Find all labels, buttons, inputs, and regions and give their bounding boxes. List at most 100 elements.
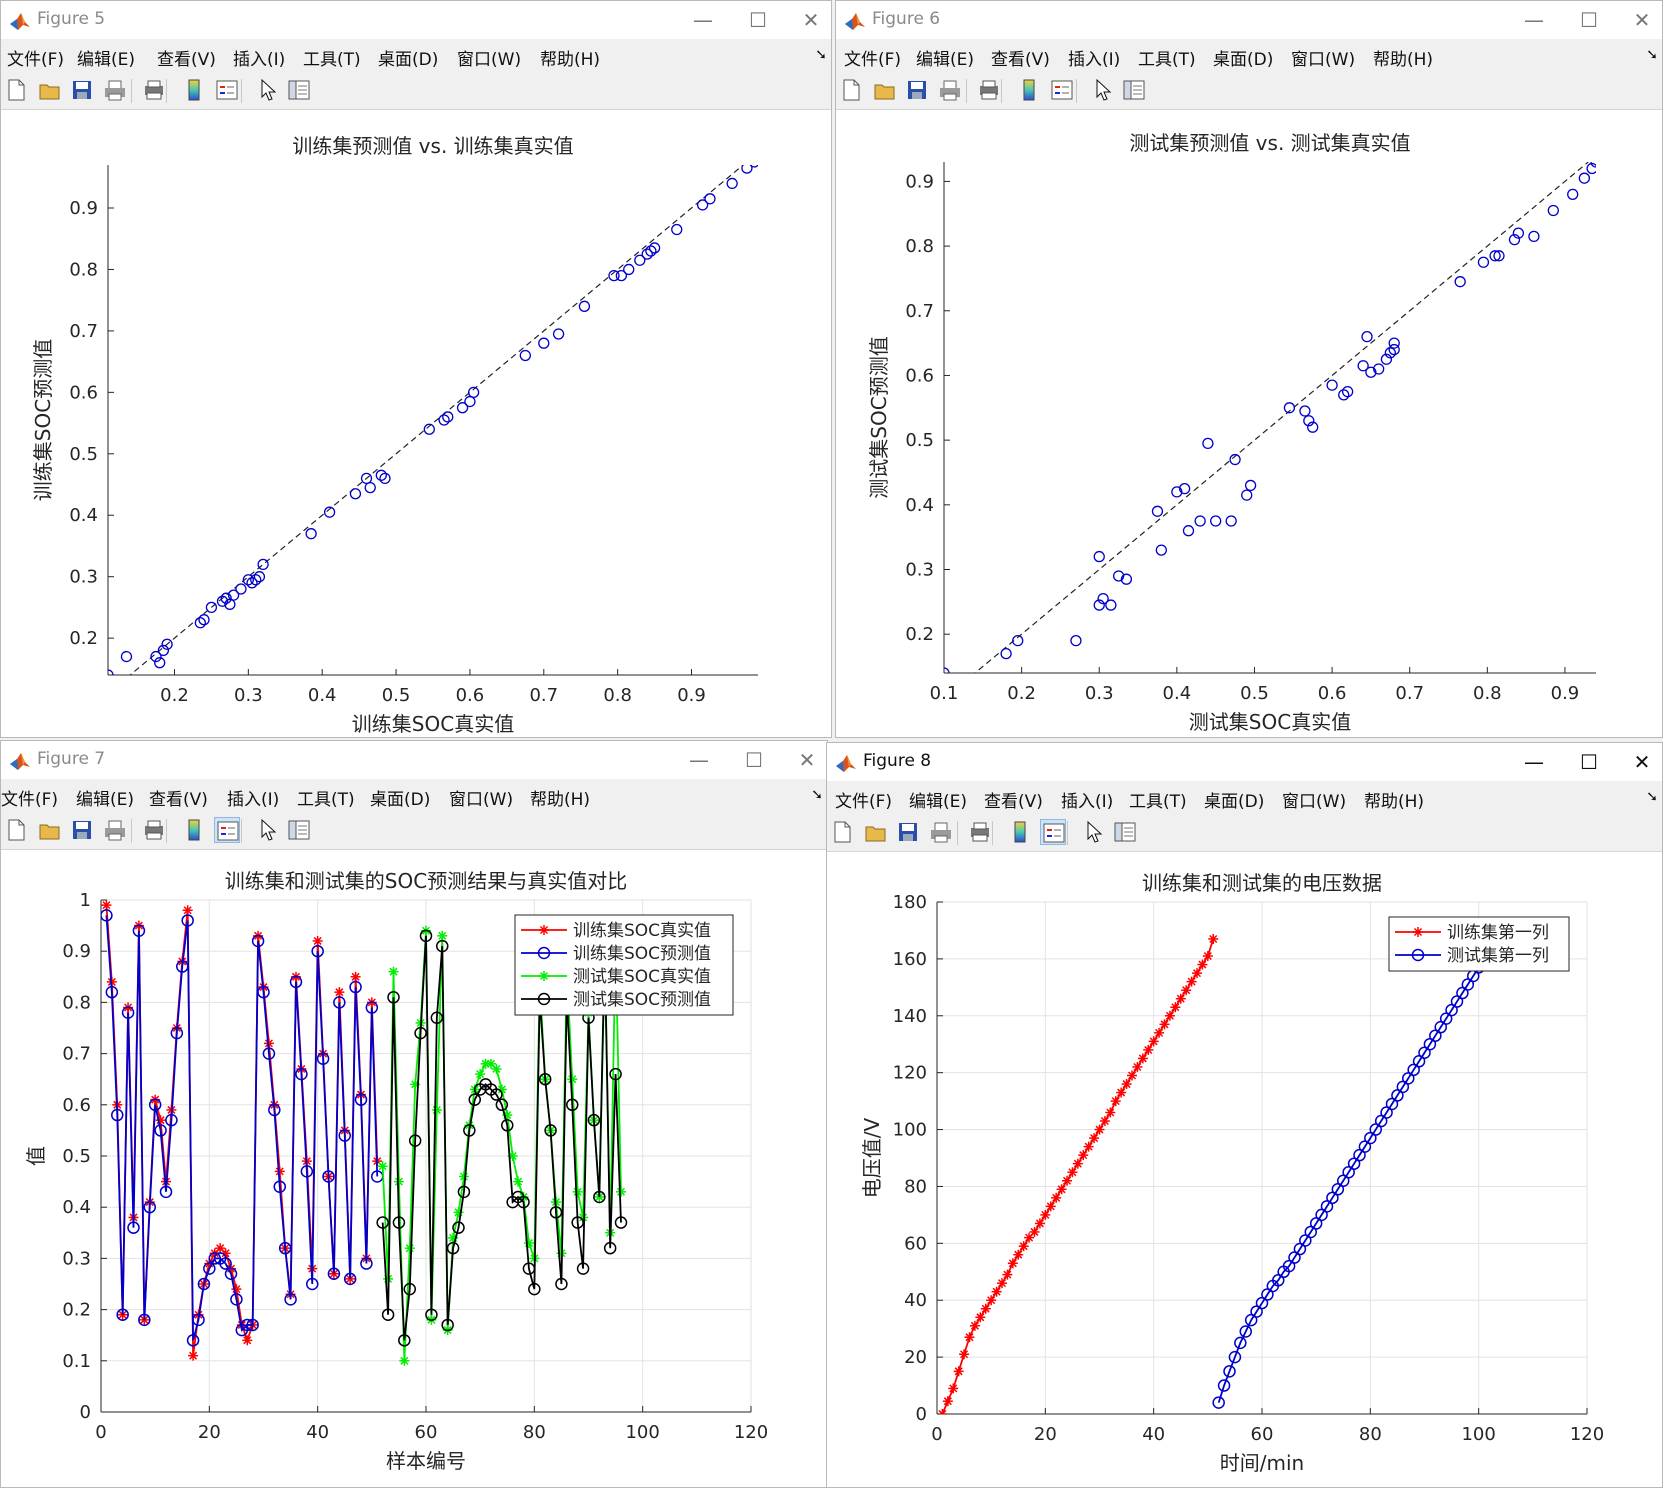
data-point-star (1181, 985, 1192, 996)
menu-item[interactable]: 帮助(H) (540, 50, 601, 70)
maximize-button[interactable]: ☐ (749, 8, 767, 32)
minimize-button[interactable]: — (693, 8, 713, 32)
menu-overflow-icon[interactable]: ➘ (1646, 47, 1658, 63)
print-icon[interactable] (928, 819, 954, 845)
menu-item[interactable]: 编辑(E) (916, 50, 975, 70)
minimize-button[interactable]: — (1524, 750, 1544, 774)
menu-item[interactable]: 帮助(H) (530, 790, 591, 810)
menu-item[interactable]: 窗口(W) (449, 790, 514, 810)
legend-icon[interactable] (214, 77, 240, 103)
property-inspector-icon[interactable] (286, 817, 312, 843)
menu-item[interactable]: 文件(F) (835, 792, 893, 812)
data-point (641, 248, 653, 260)
pointer-icon[interactable] (1089, 77, 1115, 103)
print-preview-icon[interactable] (976, 77, 1002, 103)
colorbar-icon[interactable] (1016, 77, 1042, 103)
menu-item[interactable]: 窗口(W) (1282, 792, 1347, 812)
minimize-button[interactable]: — (689, 748, 709, 772)
minimize-button[interactable]: — (1524, 8, 1544, 32)
legend-icon[interactable] (1040, 819, 1066, 845)
save-icon[interactable] (904, 77, 930, 103)
menu-item[interactable]: 查看(V) (984, 792, 1043, 812)
print-preview-icon[interactable] (967, 819, 993, 845)
data-point-circle (468, 1093, 481, 1106)
data-point-circle (446, 1241, 460, 1255)
menu-item[interactable]: 查看(V) (991, 50, 1050, 70)
print-icon[interactable] (937, 77, 963, 103)
pointer-icon[interactable] (254, 817, 280, 843)
menu-item[interactable]: 帮助(H) (1373, 50, 1434, 70)
close-button[interactable]: ✕ (802, 8, 820, 32)
figure-window-5[interactable]: Figure 5 — ☐ ✕ 文件(F) 编辑(E) 查看(V) 插入(I) 工具(T) 桌面(D… (0, 0, 832, 738)
menu-item[interactable]: 插入(I) (1068, 50, 1121, 70)
data-point-circle (273, 1180, 286, 1193)
menu-item[interactable]: 插入(I) (1061, 792, 1114, 812)
colorbar-icon[interactable] (181, 77, 207, 103)
menu-item[interactable]: 桌面(D) (1204, 792, 1265, 812)
menu-item[interactable]: 文件(F) (1, 790, 59, 810)
menu-item[interactable]: 编辑(E) (76, 790, 135, 810)
menu-item[interactable]: 工具(T) (297, 790, 355, 810)
print-icon[interactable] (102, 77, 128, 103)
menu-item[interactable]: 窗口(W) (1291, 50, 1356, 70)
close-button[interactable]: ✕ (1633, 8, 1651, 32)
menu-item[interactable]: 文件(F) (7, 50, 65, 70)
colorbar-icon[interactable] (181, 817, 207, 843)
figure-window-6[interactable]: Figure 6 — ☐ ✕ 文件(F) 编辑(E) 查看(V) 插入(I) 工具(T) 桌面(D… (835, 0, 1663, 738)
maximize-button[interactable]: ☐ (745, 748, 763, 772)
menu-item[interactable]: 插入(I) (227, 790, 280, 810)
print-preview-icon[interactable] (141, 817, 167, 843)
menu-overflow-icon[interactable]: ➘ (815, 47, 827, 63)
figure-window-7[interactable]: Figure 7 — ☐ ✕ 文件(F) 编辑(E) 查看(V) 插入(I) 工具(T) 桌面(D… (0, 740, 828, 1488)
menu-item[interactable]: 查看(V) (157, 50, 216, 70)
open-folder-icon[interactable] (872, 77, 898, 103)
property-inspector-icon[interactable] (1121, 77, 1147, 103)
property-inspector-icon[interactable] (286, 77, 312, 103)
menu-item[interactable]: 编辑(E) (77, 50, 136, 70)
data-point-circle (138, 1313, 151, 1327)
save-icon[interactable] (69, 817, 95, 843)
title-bar[interactable]: Figure 8 — ☐ ✕ (827, 743, 1662, 781)
menu-item[interactable]: 窗口(W) (457, 50, 522, 70)
open-folder-icon[interactable] (37, 817, 63, 843)
print-preview-icon[interactable] (141, 77, 167, 103)
print-icon[interactable] (102, 817, 128, 843)
menu-item[interactable]: 桌面(D) (1213, 50, 1274, 70)
menu-overflow-icon[interactable]: ➘ (811, 787, 823, 803)
menu-overflow-icon[interactable]: ➘ (1646, 789, 1658, 805)
property-inspector-icon[interactable] (1112, 819, 1138, 845)
colorbar-icon[interactable] (1007, 819, 1033, 845)
menu-item[interactable]: 工具(T) (303, 50, 361, 70)
menu-item[interactable]: 帮助(H) (1364, 792, 1425, 812)
close-button[interactable]: ✕ (798, 748, 816, 772)
new-file-icon[interactable] (838, 77, 864, 103)
menu-item[interactable]: 插入(I) (233, 50, 286, 70)
save-icon[interactable] (69, 77, 95, 103)
open-folder-icon[interactable] (37, 77, 63, 103)
menu-item[interactable]: 桌面(D) (370, 790, 431, 810)
title-bar[interactable]: Figure 7 — ☐ ✕ (1, 741, 827, 779)
figure-window-8[interactable]: Figure 8 — ☐ ✕ 文件(F) 编辑(E) 查看(V) 插入(I) 工具(T) 桌面(D… (826, 742, 1663, 1488)
data-point-star (1040, 1209, 1051, 1220)
title-bar[interactable]: Figure 6 — ☐ ✕ (836, 1, 1662, 39)
close-button[interactable]: ✕ (1633, 750, 1651, 774)
save-icon[interactable] (895, 819, 921, 845)
menu-item[interactable]: 查看(V) (149, 790, 208, 810)
new-file-icon[interactable] (3, 817, 29, 843)
menu-item[interactable]: 编辑(E) (909, 792, 968, 812)
new-file-icon[interactable] (3, 77, 29, 103)
menu-item[interactable]: 工具(T) (1129, 792, 1187, 812)
maximize-button[interactable]: ☐ (1580, 8, 1598, 32)
new-file-icon[interactable] (829, 819, 855, 845)
pointer-icon[interactable] (254, 77, 280, 103)
menu-item[interactable]: 桌面(D) (378, 50, 439, 70)
open-folder-icon[interactable] (863, 819, 889, 845)
maximize-button[interactable]: ☐ (1580, 750, 1598, 774)
pointer-icon[interactable] (1080, 819, 1106, 845)
menu-item[interactable]: 文件(F) (844, 50, 902, 70)
legend-icon[interactable] (1049, 77, 1075, 103)
menu-item[interactable]: 工具(T) (1138, 50, 1196, 70)
x-tick-label: 0.9 (677, 685, 706, 706)
title-bar[interactable]: Figure 5 — ☐ ✕ (1, 1, 831, 39)
legend-icon[interactable] (214, 817, 240, 843)
